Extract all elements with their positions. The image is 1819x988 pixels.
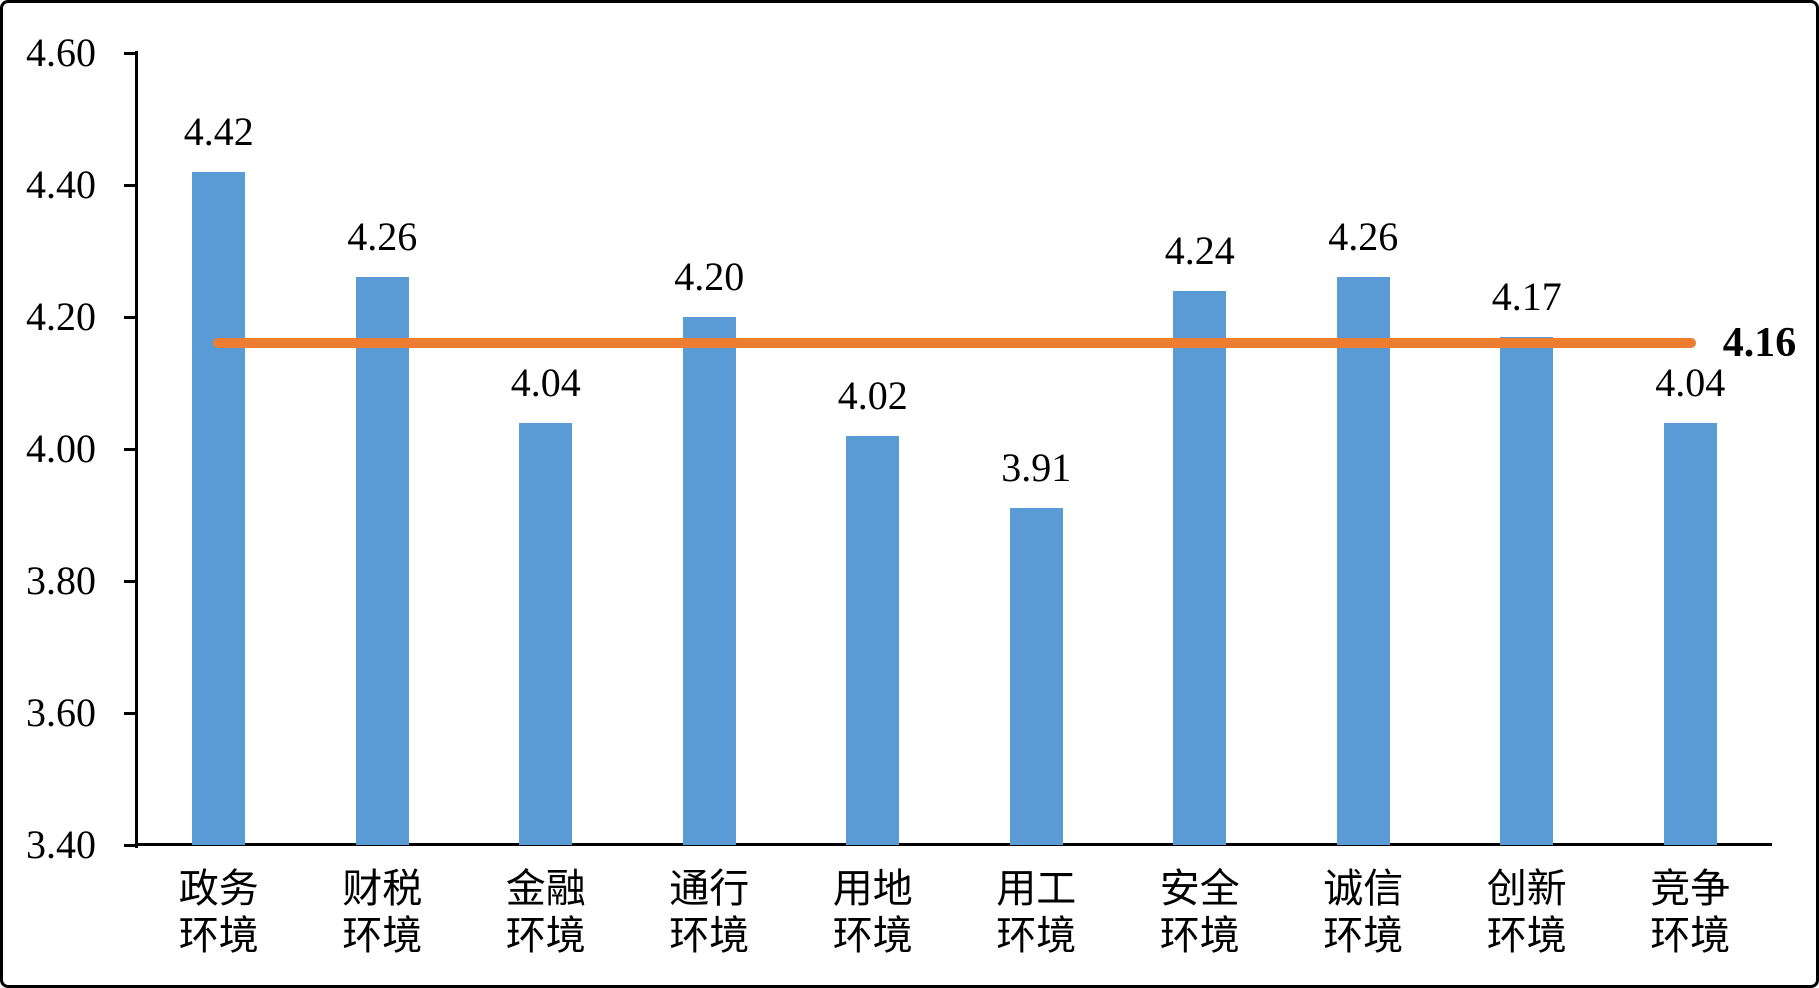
y-axis-tick-label: 3.80 xyxy=(26,558,96,603)
x-axis-category-label-line: 环境 xyxy=(1159,913,1240,958)
bar-value-label: 4.04 xyxy=(510,359,581,405)
y-axis-tick-label: 4.00 xyxy=(26,426,96,471)
bar xyxy=(1173,290,1227,845)
bar-value-label: 4.24 xyxy=(1164,227,1235,273)
bar-value-label: 4.26 xyxy=(347,214,418,260)
y-axis-tick-mark xyxy=(124,579,137,583)
average-line-label: 4.16 xyxy=(1722,320,1797,367)
x-axis-category-label-line: 环境 xyxy=(669,913,750,958)
y-axis-tick-label: 4.40 xyxy=(26,162,96,207)
y-axis-tick-label: 3.60 xyxy=(26,690,96,735)
bar xyxy=(1663,422,1717,845)
bar-value-label: 4.20 xyxy=(674,254,745,299)
x-axis-category-label-line: 财税 xyxy=(342,866,423,911)
x-axis-category-label: 政务 环境 xyxy=(137,865,301,959)
bar-value-label: 4.42 xyxy=(183,108,254,154)
y-axis-line xyxy=(135,51,138,848)
x-axis-category-label: 创新 环境 xyxy=(1445,865,1609,959)
bar-value-label: 4.17 xyxy=(1491,273,1562,319)
y-axis-tick-label: 4.20 xyxy=(26,294,96,339)
y-axis-tick-mark xyxy=(124,711,137,715)
x-axis-category-label-line: 用地 xyxy=(832,866,913,911)
x-axis-category-label-line: 环境 xyxy=(505,913,586,958)
x-axis-category-label: 用地 环境 xyxy=(791,865,955,959)
average-reference-line xyxy=(213,338,1696,349)
x-axis-line xyxy=(137,843,1772,846)
bar-chart: 3.40 3.60 3.80 4.00 4.20 4.40 4.60 4.42 政务 环境 4.26… xyxy=(3,3,1816,985)
bar-value-label: 4.04 xyxy=(1655,359,1726,405)
y-axis-tick-label: 4.60 xyxy=(26,30,96,75)
x-axis-category-label-line: 环境 xyxy=(832,913,913,958)
bar xyxy=(355,277,409,845)
y-axis-tick-mark xyxy=(124,51,137,55)
x-axis-category-label-line: 诚信 xyxy=(1323,866,1404,911)
bar-value-label: 3.91 xyxy=(1001,445,1072,491)
x-axis-category-label: 竞争 环境 xyxy=(1608,865,1772,959)
x-axis-category-label: 诚信 环境 xyxy=(1281,865,1445,959)
x-axis-category-label: 金融 环境 xyxy=(464,865,628,959)
x-axis-category-label-line: 环境 xyxy=(1323,913,1404,958)
x-axis-category-label-line: 创新 xyxy=(1486,866,1567,911)
bar xyxy=(1500,336,1554,845)
bar-value-label: 4.26 xyxy=(1328,214,1399,260)
x-axis-category-label: 安全 环境 xyxy=(1118,865,1282,959)
x-axis-category-label-line: 环境 xyxy=(1650,913,1731,958)
bar xyxy=(519,422,573,845)
x-axis-category-label-line: 通行 xyxy=(669,866,750,911)
x-axis-category-label-line: 政务 xyxy=(178,866,259,911)
x-axis-category-label-line: 竞争 xyxy=(1650,866,1731,911)
y-axis-tick-mark xyxy=(124,183,137,187)
y-axis-tick-label: 3.40 xyxy=(26,822,96,867)
x-axis-category-label-line: 安全 xyxy=(1159,866,1240,911)
x-axis-category-label-line: 环境 xyxy=(996,913,1077,958)
bar xyxy=(192,171,246,845)
x-axis-category-label-line: 金融 xyxy=(505,866,586,911)
bar xyxy=(682,317,736,845)
bar xyxy=(846,435,900,845)
bar xyxy=(1009,508,1063,845)
y-axis-tick-mark xyxy=(124,315,137,319)
x-axis-category-label: 财税 环境 xyxy=(300,865,464,959)
x-axis-category-label-line: 环境 xyxy=(1486,913,1567,958)
y-axis-tick-mark xyxy=(124,843,137,847)
x-axis-category-label-line: 环境 xyxy=(178,913,259,958)
x-axis-category-label: 用工 环境 xyxy=(954,865,1118,959)
x-axis-category-label-line: 环境 xyxy=(342,913,423,958)
y-axis-tick-mark xyxy=(124,447,137,451)
bar-value-label: 4.02 xyxy=(837,372,908,418)
x-axis-category-label-line: 用工 xyxy=(996,866,1077,911)
bar xyxy=(1336,277,1390,845)
x-axis-category-label: 通行 环境 xyxy=(627,865,791,959)
